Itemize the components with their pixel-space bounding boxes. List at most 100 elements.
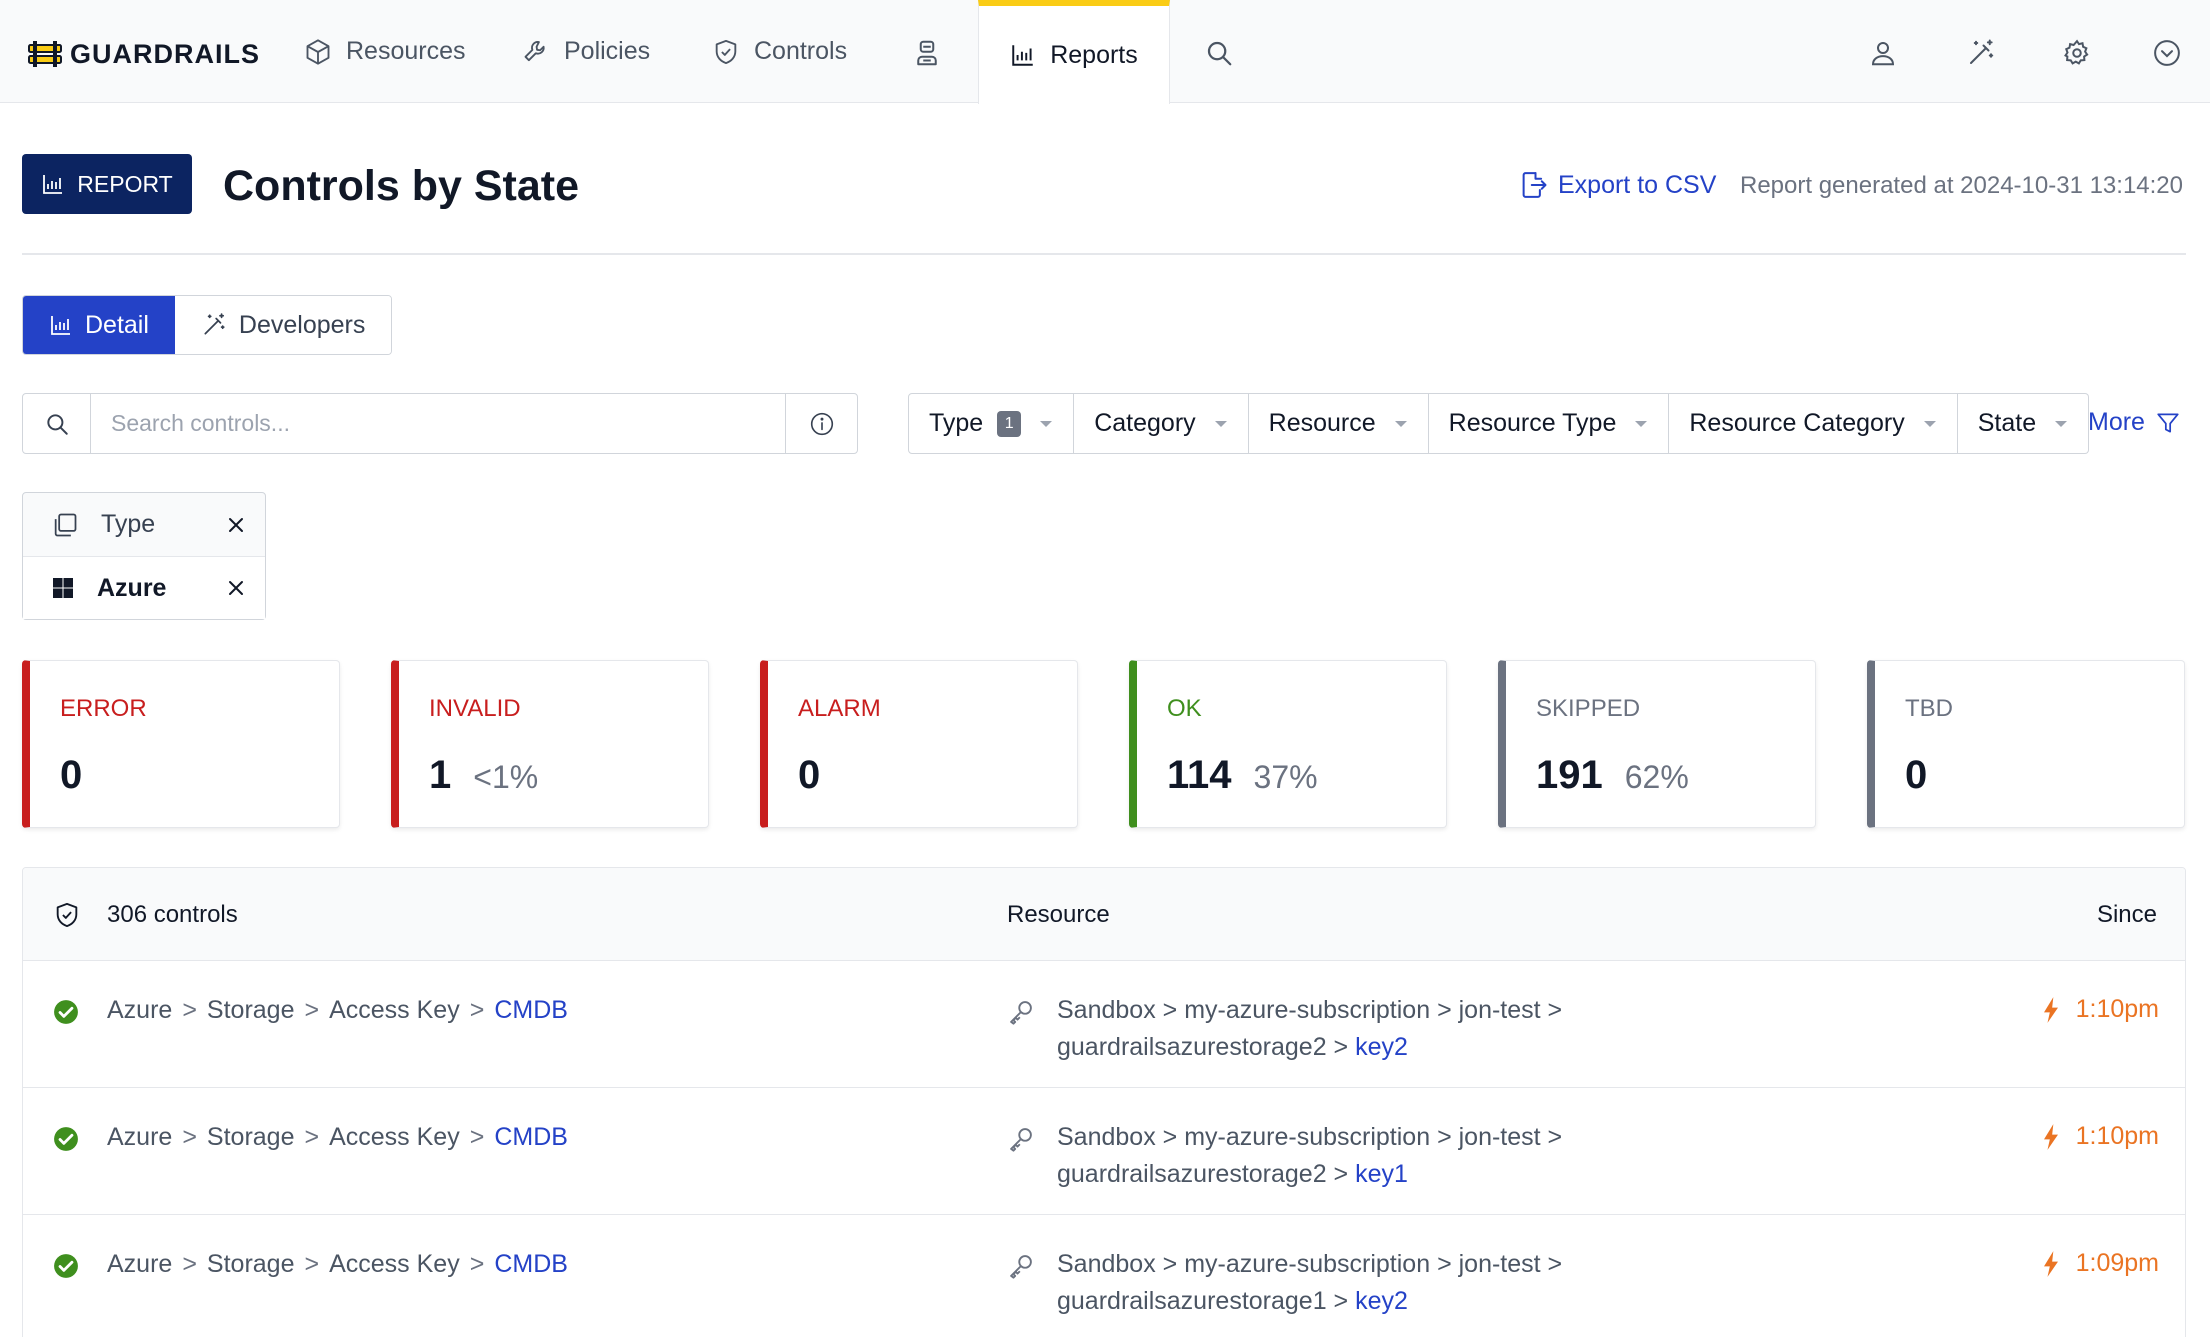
bar-chart-icon (41, 172, 65, 196)
since-time: 1:10pm (2042, 995, 2159, 1024)
caret-down-icon (1214, 419, 1228, 429)
resource-link[interactable]: key2 (1355, 1287, 1408, 1315)
windows-grid-icon (51, 576, 75, 600)
key-icon (1007, 1125, 1035, 1193)
resource-crumb[interactable]: my-azure-subscription (1184, 1123, 1431, 1151)
shield-check-icon (53, 901, 81, 929)
brand-logo[interactable]: GUARDRAILS (28, 36, 260, 72)
resource-crumb[interactable]: guardrailsazurestorage2 (1057, 1033, 1327, 1061)
file-export-icon (1518, 170, 1548, 200)
detail-view-button[interactable]: Detail (23, 296, 175, 354)
breadcrumb-item[interactable]: Access Key (329, 996, 460, 1024)
table-row[interactable]: Azure > Storage > Access Key > CMDB Sandbox > … (23, 961, 2185, 1088)
state-count: 191 (1536, 753, 1603, 797)
more-filters-button[interactable]: More (2088, 408, 2181, 437)
column-header-since[interactable]: Since (2096, 901, 2157, 928)
resource-path: Sandbox > my-azure-subscription > jon-te… (1007, 996, 1562, 1066)
applied-filter-key: Type (23, 493, 265, 556)
more-filters-label: More (2088, 408, 2145, 436)
nav-user-agent-icon[interactable] (912, 38, 942, 68)
control-type-link[interactable]: CMDB (494, 996, 568, 1024)
lightning-bolt-icon (2042, 1123, 2060, 1151)
breadcrumb-item[interactable]: Azure (107, 1123, 173, 1151)
breadcrumb-item[interactable]: Azure (107, 996, 173, 1024)
resource-crumb[interactable]: Sandbox (1057, 996, 1156, 1024)
ok-check-circle-icon (53, 1126, 79, 1152)
breadcrumb-item[interactable]: Access Key (329, 1250, 460, 1278)
resource-crumb[interactable]: jon-test (1458, 996, 1541, 1024)
column-header-resource[interactable]: Resource (1007, 901, 1110, 928)
search-input[interactable] (91, 394, 785, 453)
caret-down-icon (1039, 419, 1053, 429)
state-card-alarm[interactable]: ALARM 0 (760, 660, 1078, 828)
breadcrumb-item[interactable]: Azure (107, 1250, 173, 1278)
nav-reports[interactable]: Reports (978, 0, 1170, 104)
filter-resource-type[interactable]: Resource Type (1428, 393, 1670, 454)
resource-link[interactable]: key1 (1355, 1160, 1408, 1188)
caret-down-icon (1634, 419, 1648, 429)
since-time: 1:10pm (2042, 1122, 2159, 1151)
remove-filter-close-icon[interactable] (227, 516, 245, 534)
breadcrumb-item[interactable]: Storage (206, 1250, 295, 1278)
magic-wand-icon[interactable] (1966, 38, 1996, 68)
filter-state[interactable]: State (1957, 393, 2090, 454)
state-label: ERROR (60, 695, 147, 722)
state-card-skipped[interactable]: SKIPPED 191 62% (1498, 660, 1816, 828)
resource-crumb[interactable]: Sandbox (1057, 1123, 1156, 1151)
caret-down-icon (1394, 419, 1408, 429)
breadcrumb-item[interactable]: Storage (206, 996, 295, 1024)
control-type-link[interactable]: CMDB (494, 1250, 568, 1278)
header-divider (22, 253, 2186, 255)
state-count: 114 (1167, 753, 1232, 797)
resource-crumb[interactable]: my-azure-subscription (1184, 996, 1431, 1024)
developers-view-button[interactable]: Developers (174, 296, 392, 354)
resource-link[interactable]: key2 (1355, 1033, 1408, 1061)
resource-crumb[interactable]: guardrailsazurestorage2 (1057, 1160, 1327, 1188)
resource-crumb[interactable]: guardrailsazurestorage1 (1057, 1287, 1327, 1315)
nav-controls[interactable]: Controls (712, 0, 847, 103)
state-card-tbd[interactable]: TBD 0 (1867, 660, 2185, 828)
resource-crumb[interactable]: jon-test (1458, 1250, 1541, 1278)
filter-resource-type-label: Resource Type (1448, 409, 1617, 437)
control-type-link[interactable]: CMDB (494, 1123, 568, 1151)
state-card-error[interactable]: ERROR 0 (22, 660, 340, 828)
info-icon[interactable] (785, 394, 857, 453)
remove-filter-close-icon[interactable] (227, 579, 245, 597)
nav-resources[interactable]: Resources (304, 0, 466, 103)
table-row[interactable]: Azure > Storage > Access Key > CMDB Sandbox > … (23, 1215, 2185, 1337)
nav-controls-label: Controls (754, 37, 848, 65)
filter-resource[interactable]: Resource (1248, 393, 1429, 454)
resource-crumb[interactable]: Sandbox (1057, 1250, 1156, 1278)
gear-icon[interactable] (2062, 38, 2092, 68)
filter-resource-category-label: Resource Category (1689, 409, 1905, 437)
view-toggle: Detail Developers (22, 295, 393, 355)
export-csv-link[interactable]: Export to CSV (1518, 170, 1716, 200)
state-card-ok[interactable]: OK 114 37% (1129, 660, 1447, 828)
resource-crumb[interactable]: my-azure-subscription (1184, 1250, 1431, 1278)
resource-path: Sandbox > my-azure-subscription > jon-te… (1007, 1250, 1562, 1320)
nav-policies[interactable]: Policies (522, 0, 650, 103)
lightning-bolt-icon (2042, 1250, 2060, 1278)
filter-category[interactable]: Category (1074, 393, 1249, 454)
filter-resource-category[interactable]: Resource Category (1669, 393, 1958, 454)
table-row[interactable]: Azure > Storage > Access Key > CMDB Sandbox > … (23, 1088, 2185, 1215)
state-count: 0 (1905, 753, 1928, 797)
state-percent: <1% (473, 759, 539, 795)
breadcrumb-item[interactable]: Access Key (329, 1123, 460, 1151)
state-card-invalid[interactable]: INVALID 1 <1% (391, 660, 709, 828)
caret-down-icon (2054, 419, 2068, 429)
state-label: TBD (1905, 695, 1953, 722)
state-percent: 62% (1624, 759, 1689, 795)
nav-search-icon[interactable] (1204, 38, 1234, 68)
page-title: Controls by State (223, 162, 579, 210)
breadcrumb-item[interactable]: Storage (206, 1123, 295, 1151)
search-box (22, 393, 858, 454)
applied-filter-value-label: Azure (97, 573, 167, 602)
filter-category-label: Category (1094, 409, 1196, 437)
filter-type[interactable]: Type 1 (908, 393, 1075, 454)
user-profile-icon[interactable] (1868, 38, 1898, 68)
chevron-circle-down-icon[interactable] (2152, 38, 2182, 68)
resource-path: Sandbox > my-azure-subscription > jon-te… (1007, 1123, 1562, 1193)
resource-crumb[interactable]: jon-test (1458, 1123, 1541, 1151)
since-time-label: 1:10pm (2075, 1122, 2159, 1150)
